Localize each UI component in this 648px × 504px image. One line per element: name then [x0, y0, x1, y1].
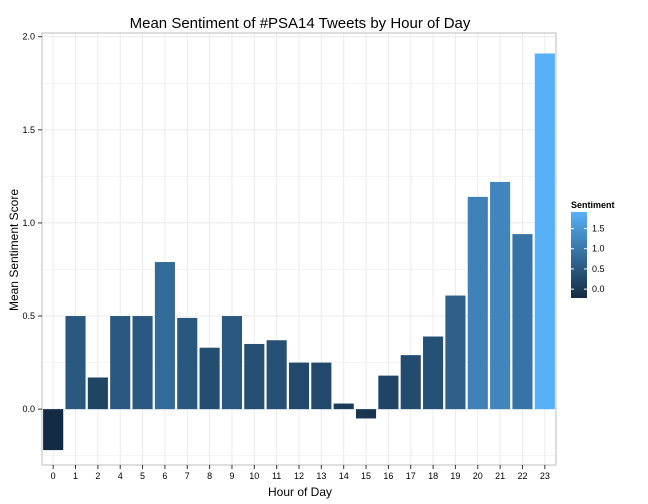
x-tick-label: 4	[118, 471, 123, 481]
y-tick-label: 1.5	[22, 125, 35, 135]
x-tick-label: 10	[249, 471, 259, 481]
legend-colorbar	[571, 212, 587, 298]
bar-hour-4	[110, 316, 131, 410]
legend-tick-label: 0.5	[592, 264, 605, 274]
bar-hour-16	[378, 375, 399, 410]
bar-hour-23	[534, 53, 555, 410]
bar-hour-17	[400, 355, 421, 410]
bar-hour-8	[199, 347, 220, 410]
bar-hour-1	[65, 316, 86, 410]
bar-hour-5	[132, 316, 153, 410]
x-tick-label: 2	[95, 471, 100, 481]
x-tick-label: 9	[229, 471, 234, 481]
legend-title: Sentiment	[571, 200, 615, 210]
x-axis-title: Hour of Day	[268, 485, 332, 499]
x-tick-label: 22	[517, 471, 527, 481]
y-tick-label: 2.0	[22, 32, 35, 42]
bar-hour-10	[244, 343, 265, 410]
x-tick-label: 18	[428, 471, 438, 481]
bar-hour-20	[467, 196, 488, 410]
y-axis: 0.0 0.5 1.0 1.5 2.0	[22, 32, 42, 414]
bar-hour-14	[333, 403, 354, 410]
x-tick-label: 8	[207, 471, 212, 481]
x-tick-label: 0	[51, 471, 56, 481]
bars	[43, 53, 555, 451]
bar-hour-18	[423, 336, 444, 410]
x-tick-label: 13	[316, 471, 326, 481]
bar-hour-15	[355, 409, 377, 419]
x-tick-label: 5	[140, 471, 145, 481]
x-tick-label: 19	[450, 471, 460, 481]
bar-hour-0	[43, 409, 64, 451]
x-tick-label: 1	[73, 471, 78, 481]
bar-hour-11	[266, 340, 287, 410]
x-tick-label: 14	[339, 471, 349, 481]
x-tick-label: 15	[361, 471, 371, 481]
y-tick-label: 1.0	[22, 218, 35, 228]
bar-hour-13	[311, 362, 332, 410]
bar-hour-19	[445, 295, 466, 410]
bar-hour-9	[221, 316, 243, 410]
y-tick-label: 0.0	[22, 404, 35, 414]
x-axis: 0 1 2 4 5 6 7 8 9 10 11 12 13 14 15 16 17 18 19 20 21 22 23	[51, 465, 550, 481]
bar-hour-6	[154, 262, 175, 410]
x-tick-label: 11	[272, 471, 281, 481]
legend-tick-label: 0.0	[592, 284, 605, 294]
x-tick-label: 12	[294, 471, 304, 481]
x-tick-label: 7	[185, 471, 190, 481]
bar-hour-22	[512, 234, 533, 410]
bar-hour-12	[288, 362, 310, 410]
y-axis-title: Mean Sentiment Score	[7, 189, 21, 311]
x-tick-label: 6	[162, 471, 167, 481]
legend-tick-label: 1.5	[592, 224, 605, 234]
x-tick-label: 17	[406, 471, 416, 481]
bar-hour-2	[87, 377, 108, 410]
x-tick-label: 16	[383, 471, 393, 481]
x-tick-label: 21	[495, 471, 505, 481]
bar-hour-7	[177, 317, 198, 410]
legend: Sentiment 0.0 0.5 1.0 1.5	[571, 200, 615, 298]
x-tick-label: 20	[473, 471, 483, 481]
bar-hour-21	[490, 181, 511, 410]
x-tick-label: 23	[540, 471, 550, 481]
chart-title: Mean Sentiment of #PSA14 Tweets by Hour …	[130, 15, 471, 32]
legend-tick-label: 1.0	[592, 244, 605, 254]
y-tick-label: 0.5	[22, 311, 35, 321]
